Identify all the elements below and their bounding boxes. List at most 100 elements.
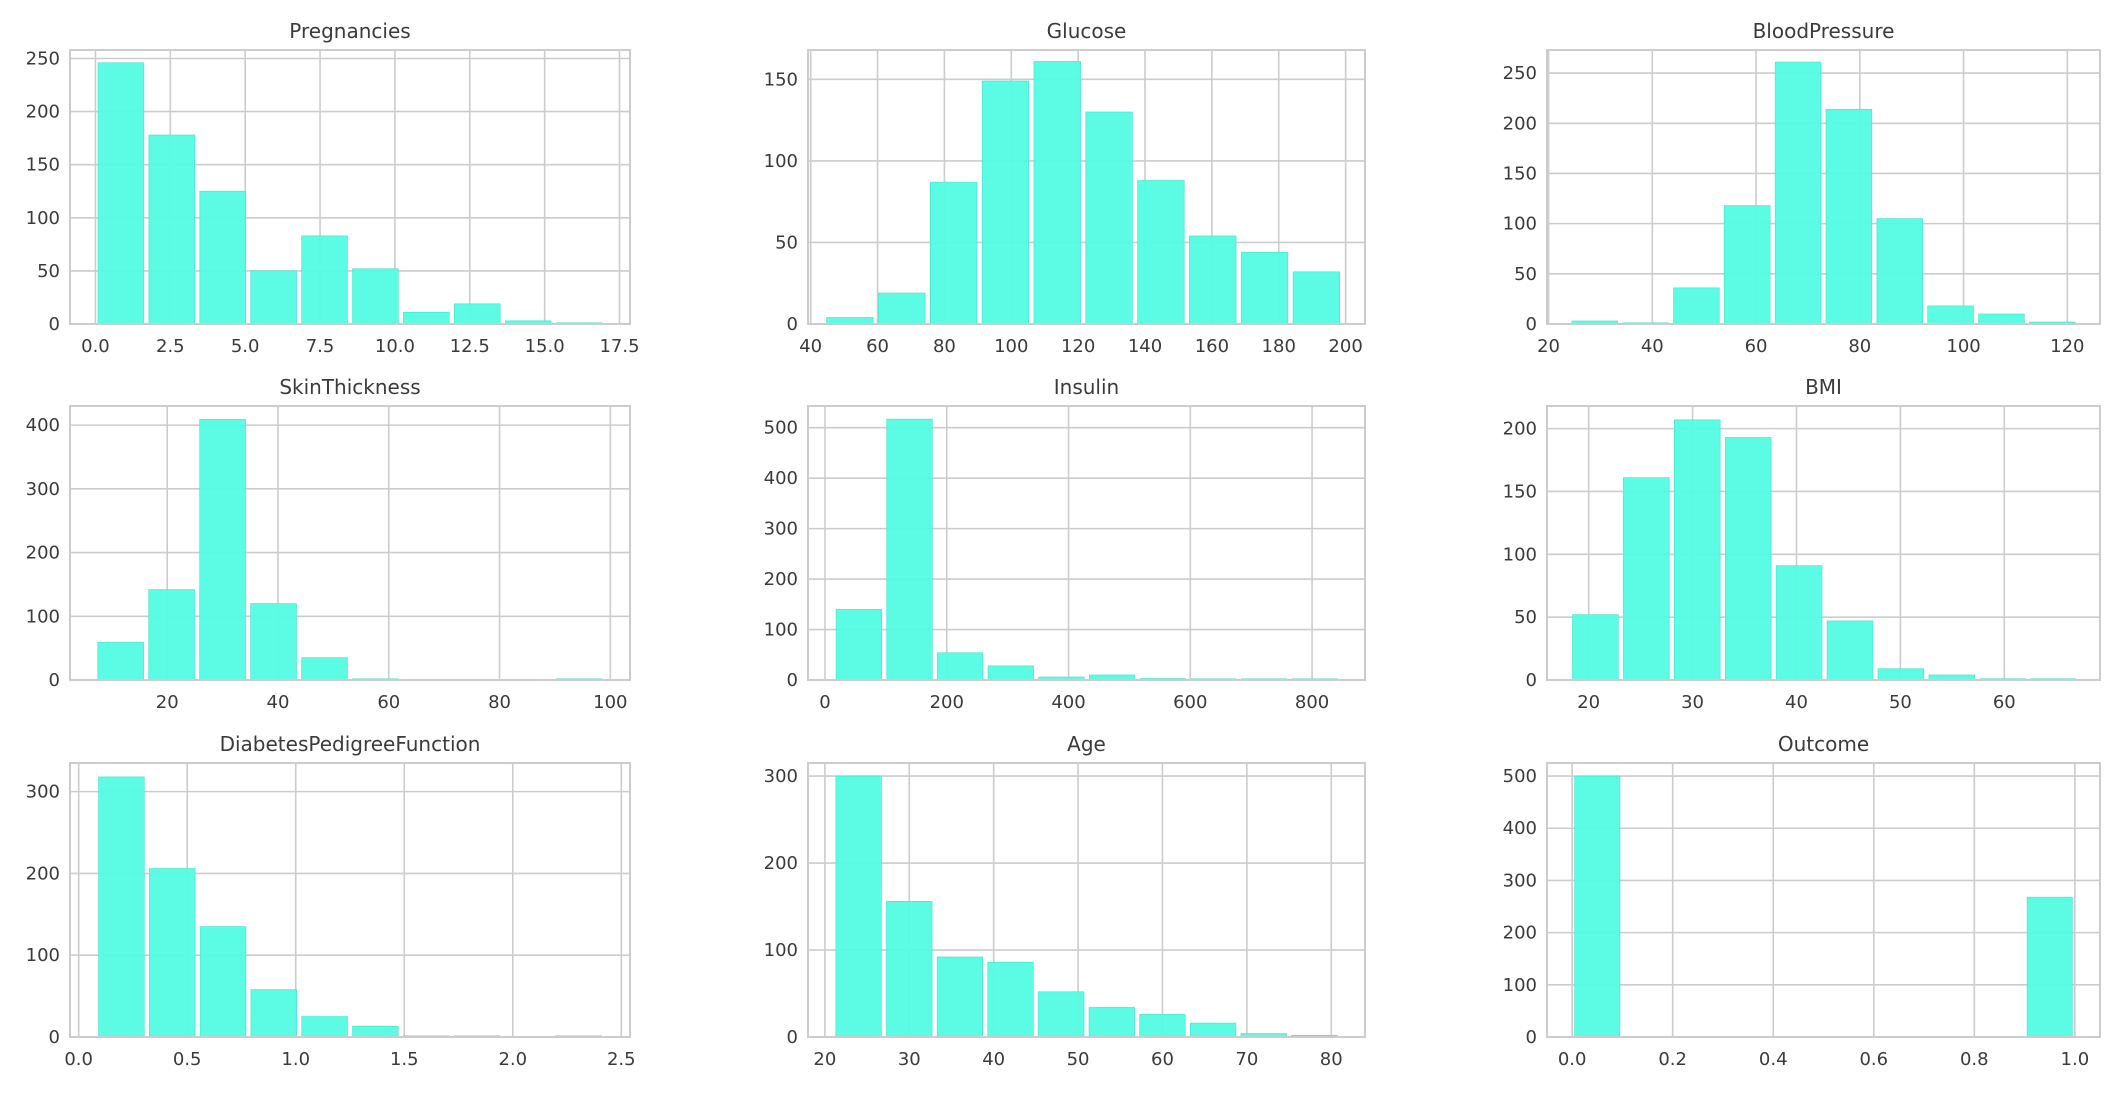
histogram-bar <box>1139 1014 1186 1038</box>
x-tick-label: 400 <box>1051 692 1085 713</box>
plot-area <box>1547 763 2100 1037</box>
y-tick-label: 300 <box>764 519 798 540</box>
y-tick-label: 0 <box>49 670 60 691</box>
x-tick-label: 10.0 <box>375 336 415 357</box>
histogram-bar <box>1088 1007 1135 1038</box>
histogram-bar <box>1826 620 1874 681</box>
x-tick-label: 100 <box>1946 336 1980 357</box>
chart-title: Age <box>1067 732 1106 756</box>
histogram-bar <box>1825 108 1873 325</box>
histogram-bar <box>1774 61 1822 325</box>
histogram-bar <box>1673 287 1720 325</box>
axes-frame <box>1546 49 2101 325</box>
histogram-bar <box>148 589 195 681</box>
histogram-panel: 0 200 400 600 800 0 100 200 300 400 500 Insulin <box>764 375 1366 713</box>
histogram-bar <box>878 292 926 325</box>
histogram-bar <box>403 312 450 325</box>
axes-frame <box>1546 762 2101 1038</box>
x-tick-label: 1.0 <box>281 1049 310 1070</box>
y-tick-label: 150 <box>764 69 798 90</box>
y-tick-label: 100 <box>1503 975 1537 996</box>
x-tick-label: 17.5 <box>599 336 639 357</box>
x-tick-label: 30 <box>898 1049 921 1070</box>
y-tick-label: 300 <box>764 766 798 787</box>
axes-frame <box>69 49 631 325</box>
x-tick-label: 60 <box>1993 692 2016 713</box>
x-tick-label: 0.8 <box>1960 1049 1989 1070</box>
x-tick-label: 160 <box>1195 336 1229 357</box>
x-tick-label: 2.5 <box>156 336 185 357</box>
chart-title: BMI <box>1805 375 1842 399</box>
chart-title: SkinThickness <box>279 375 420 399</box>
histogram-bar <box>199 419 246 681</box>
x-tick-label: 20 <box>1577 692 1600 713</box>
histogram-bar <box>981 80 1030 325</box>
y-tick-label: 500 <box>1503 766 1537 787</box>
y-tick-label: 0 <box>787 1027 798 1048</box>
x-tick-label: 0.6 <box>1859 1049 1888 1070</box>
x-tick-label: 70 <box>1235 1049 1258 1070</box>
histogram-bar <box>149 868 196 1038</box>
y-tick-label: 200 <box>764 569 798 590</box>
x-tick-label: 80 <box>933 336 956 357</box>
x-tick-label: 800 <box>1295 692 1329 713</box>
histogram-panel: 20 30 40 50 60 0 50 100 150 200 BMI <box>1503 375 2101 713</box>
x-tick-label: 60 <box>377 692 400 713</box>
histogram-bar <box>97 642 144 681</box>
histogram-bar <box>199 190 246 325</box>
chart-title: Outcome <box>1778 732 1869 756</box>
histogram-bar <box>1724 205 1771 325</box>
y-tick-label: 0 <box>1526 314 1537 335</box>
x-tick-label: 60 <box>866 336 889 357</box>
histogram-bar <box>250 603 297 681</box>
x-tick-label: 2.0 <box>498 1049 527 1070</box>
x-tick-label: 20 <box>1537 336 1560 357</box>
x-tick-label: 200 <box>930 692 964 713</box>
axes-frame <box>1546 405 2101 681</box>
x-tick-label: 15.0 <box>525 336 565 357</box>
histogram-bar <box>937 652 984 681</box>
x-tick-label: 80 <box>1848 336 1871 357</box>
y-tick-label: 150 <box>26 155 60 176</box>
y-tick-label: 200 <box>26 102 60 123</box>
histogram-bar <box>1724 437 1772 681</box>
x-tick-label: 0 <box>819 692 830 713</box>
histogram-bar <box>987 961 1034 1038</box>
chart-title: Pregnancies <box>289 19 410 43</box>
x-tick-label: 50 <box>1067 1049 1090 1070</box>
x-tick-label: 50 <box>1889 692 1912 713</box>
y-tick-label: 250 <box>26 48 60 69</box>
x-tick-label: 80 <box>488 692 511 713</box>
x-tick-label: 0.5 <box>173 1049 202 1070</box>
histogram-bar <box>1033 61 1081 325</box>
histogram-panel: 40 60 80 100 120 140 160 180 200 0 50 100 150 Glucose <box>764 19 1366 357</box>
axes-frame <box>807 762 1366 1038</box>
histogram-bar <box>1775 565 1823 681</box>
x-tick-label: 0.2 <box>1658 1049 1687 1070</box>
y-tick-label: 250 <box>1503 63 1537 84</box>
histogram-bar <box>301 235 348 325</box>
x-tick-label: 100 <box>593 692 627 713</box>
x-tick-label: 20 <box>813 1049 836 1070</box>
histogram-panel: 20 40 60 80 100 120 0 50 100 150 200 250 BloodPressu… <box>1503 19 2101 357</box>
histogram-bar <box>987 665 1034 681</box>
y-tick-label: 100 <box>26 208 60 229</box>
histogram-bar <box>1190 1022 1237 1038</box>
chart-title: BloodPressure <box>1753 19 1895 43</box>
y-tick-label: 500 <box>764 418 798 439</box>
x-tick-label: 0.0 <box>64 1049 93 1070</box>
x-tick-label: 40 <box>982 1049 1005 1070</box>
histogram-bar <box>1978 313 2025 325</box>
y-tick-label: 100 <box>26 945 60 966</box>
x-tick-label: 40 <box>1641 336 1664 357</box>
y-tick-label: 400 <box>764 468 798 489</box>
chart-title: Glucose <box>1047 19 1127 43</box>
y-tick-label: 200 <box>1503 923 1537 944</box>
y-tick-label: 100 <box>764 940 798 961</box>
histogram-panel: 0.0 0.2 0.4 0.6 0.8 1.0 0 100 200 300 400 500 Outcom… <box>1503 732 2101 1070</box>
histogram-bar <box>2026 896 2073 1038</box>
y-tick-label: 0 <box>1526 670 1537 691</box>
histogram-panel: 0.0 2.5 5.0 7.5 10.0 12.5 15.0 17.5 0 50 100 150 200… <box>26 19 640 357</box>
